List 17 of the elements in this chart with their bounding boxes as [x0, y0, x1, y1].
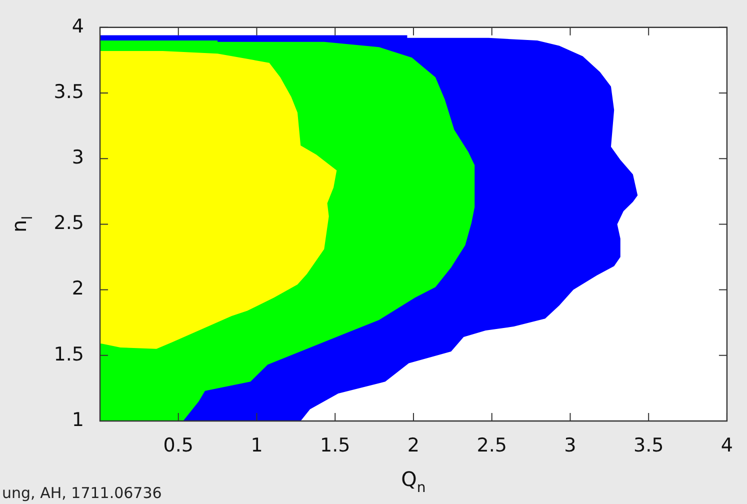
x-tick-label: 2.5 [476, 434, 507, 456]
y-tick-label: 3.5 [54, 80, 84, 103]
y-tick-label: 2.5 [54, 212, 84, 234]
y-tick-label: 3 [72, 146, 84, 169]
x-tick-label: 0.5 [163, 434, 194, 456]
y-tick-label: 1.5 [54, 343, 84, 366]
x-tick-label: 1 [250, 434, 263, 456]
x-tick-label: 3 [564, 434, 576, 456]
y-tick-label: 4 [72, 15, 84, 38]
text: ung, AH, 1711.06736 [2, 484, 162, 502]
y-tick-label: 1 [72, 408, 84, 431]
x-tick-label: 3.5 [633, 434, 664, 456]
x-tick-label: 4 [720, 434, 734, 456]
y-axis-title: nl [7, 216, 36, 232]
y-tick-label: 2 [72, 278, 84, 300]
x-tick-label: 2 [407, 434, 420, 456]
x-tick-label: 1.5 [320, 434, 350, 456]
